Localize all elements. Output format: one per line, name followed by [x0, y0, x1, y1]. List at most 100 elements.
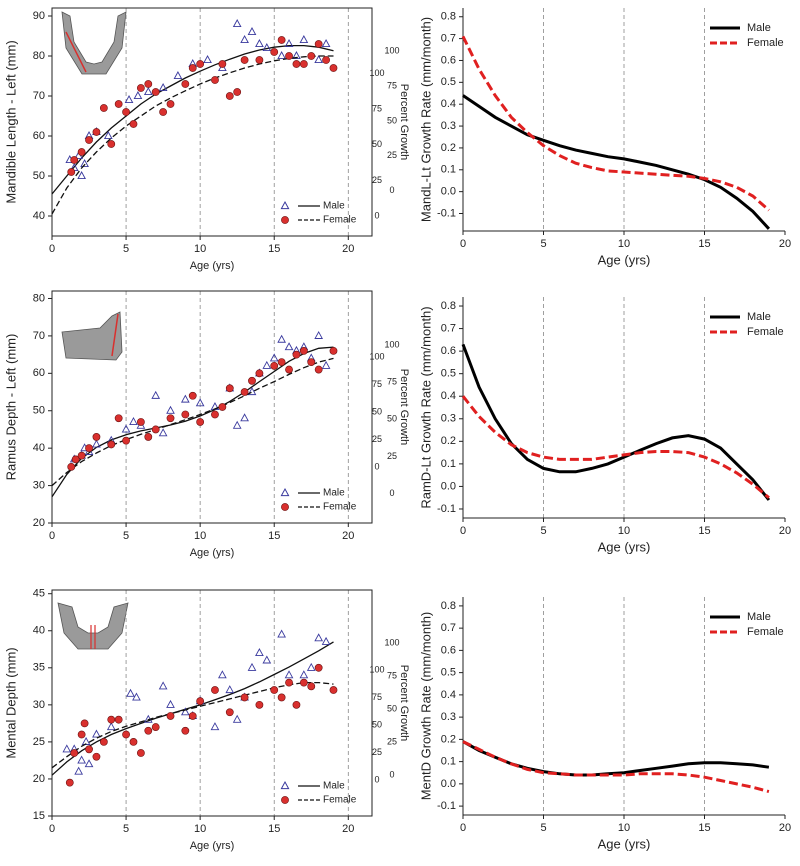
data-point — [314, 55, 324, 64]
data-point — [232, 714, 242, 723]
data-point — [65, 778, 74, 787]
y-tick-label: 80 — [33, 50, 45, 62]
data-point — [84, 759, 94, 768]
data-point — [195, 398, 205, 407]
data-point — [143, 87, 153, 96]
percent-tick-label: 0 — [374, 210, 379, 220]
bone-icon — [57, 602, 129, 650]
percent-axis-title: Percent Growth — [398, 369, 410, 445]
legend-label: Female — [747, 626, 784, 638]
data-point — [314, 633, 324, 642]
y-tick-label: 45 — [33, 588, 45, 600]
percent-tick-label: 25 — [387, 150, 397, 160]
data-point — [85, 745, 93, 754]
data-point — [255, 369, 264, 378]
data-point — [277, 36, 286, 44]
data-point — [299, 346, 308, 355]
x-tick-label: 15 — [698, 822, 710, 834]
series-line — [461, 395, 770, 499]
data-point — [92, 128, 101, 136]
fit-line — [51, 641, 334, 776]
x-tick-label: 15 — [268, 823, 280, 835]
data-point — [151, 390, 161, 399]
data-point — [299, 670, 309, 679]
data-point — [292, 350, 301, 359]
y-tick-label: 0.5 — [441, 76, 456, 88]
data-point — [314, 330, 324, 339]
data-point — [62, 744, 72, 753]
x-tick-label: 0 — [49, 823, 55, 835]
data-point — [277, 51, 286, 60]
data-point — [196, 60, 205, 68]
y-axis-title: Ramus Depth - Left (mm) — [3, 334, 18, 481]
data-point — [262, 43, 272, 52]
data-point — [74, 766, 84, 775]
data-point — [107, 715, 116, 724]
legend-label: Male — [323, 781, 345, 792]
y-tick-label: 0.3 — [441, 413, 456, 425]
data-point — [144, 80, 153, 88]
legend-label: Male — [747, 22, 771, 34]
y-tick-label: 0.4 — [441, 689, 456, 701]
data-point — [306, 662, 316, 671]
x-tick-label: 10 — [194, 530, 206, 542]
percent-tick-label: 0 — [389, 488, 394, 498]
data-point — [99, 104, 108, 112]
x-tick-label: 5 — [123, 823, 129, 835]
y-tick-label: 35 — [33, 662, 45, 674]
percent-tick-label: 50 — [387, 703, 397, 713]
x-tick-label: 10 — [618, 525, 630, 537]
data-point — [285, 52, 293, 60]
y-tick-label: -0.1 — [437, 207, 456, 219]
data-point — [103, 131, 113, 140]
x-tick-label: 0 — [49, 243, 55, 255]
x-tick-label: 0 — [460, 525, 466, 537]
data-point — [166, 405, 175, 414]
x-tick-label: 20 — [342, 530, 354, 542]
y-tick-label: 15 — [33, 810, 45, 822]
x-tick-label: 0 — [460, 238, 466, 250]
data-point — [211, 686, 219, 694]
y-tick-label: 0.6 — [441, 54, 456, 66]
y-tick-label: 0.0 — [441, 186, 456, 198]
data-point — [80, 159, 89, 168]
percent-tick-label: 100 — [369, 68, 384, 78]
percent-tick-label: 50 — [387, 115, 397, 125]
percent-tick-label: 0 — [389, 185, 394, 195]
fit-line — [51, 346, 334, 498]
legend-marker — [281, 503, 289, 511]
data-point — [136, 749, 145, 757]
percent-tick-label: 100 — [384, 46, 399, 56]
data-point — [121, 424, 131, 433]
data-point — [270, 48, 279, 56]
data-point — [314, 365, 323, 374]
data-point — [166, 414, 175, 423]
data-point — [151, 425, 160, 434]
percent-axis-title: Percent Growth — [398, 665, 410, 741]
percent-tick-label: 25 — [372, 175, 382, 185]
data-point — [248, 376, 256, 385]
data-point — [225, 92, 234, 100]
legend-label: Female — [323, 502, 357, 513]
plot-frame — [51, 7, 373, 237]
data-point — [232, 19, 242, 28]
data-point — [151, 723, 160, 731]
percent-tick-label: 75 — [372, 692, 382, 702]
x-tick-label: 20 — [342, 243, 354, 255]
data-point — [285, 365, 293, 374]
percent-tick-label: 75 — [387, 377, 397, 387]
data-point — [114, 715, 123, 724]
data-point — [240, 388, 249, 396]
percent-tick-label: 0 — [389, 770, 394, 780]
data-point — [210, 722, 220, 731]
x-tick-label: 15 — [268, 530, 280, 542]
data-point — [166, 699, 175, 708]
data-point — [299, 60, 308, 68]
percent-tick-label: 25 — [387, 451, 397, 461]
data-point — [70, 749, 79, 757]
data-point — [329, 346, 338, 355]
y-tick-label: 40 — [33, 625, 45, 637]
data-point — [70, 156, 79, 164]
data-point — [255, 648, 264, 657]
percent-tick-label: 75 — [387, 670, 397, 680]
